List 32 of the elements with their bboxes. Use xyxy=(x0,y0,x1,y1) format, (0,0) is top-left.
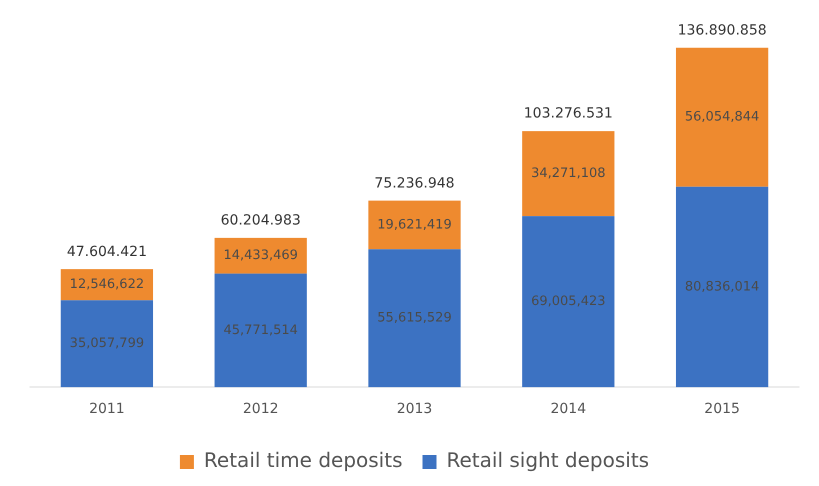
x-tick-label: 2015 xyxy=(704,401,740,418)
bar xyxy=(214,238,307,274)
bar xyxy=(60,300,154,388)
data-label: 45,771,514 xyxy=(223,322,298,338)
total-label: 60.204.983 xyxy=(220,212,301,229)
data-label: 80,836,014 xyxy=(684,279,760,294)
data-label: 69,005,423 xyxy=(531,294,606,310)
bar xyxy=(368,200,461,250)
bar xyxy=(676,186,768,388)
data-label: 14,433,469 xyxy=(223,248,298,264)
legend-label: Retail sight deposits xyxy=(446,448,650,472)
data-label: 35,057,799 xyxy=(70,336,144,352)
data-label: 34,271,108 xyxy=(531,166,606,181)
total-label: 136.890.858 xyxy=(678,22,767,38)
total-label: 47.604.421 xyxy=(66,244,147,260)
x-tick-label: 2013 xyxy=(396,401,432,418)
data-label: 12,546,622 xyxy=(70,277,144,292)
data-label: 55,615,529 xyxy=(377,310,452,326)
data-label: 19,621,419 xyxy=(377,217,452,232)
total-label: 103.276.531 xyxy=(524,106,613,122)
bar xyxy=(214,274,307,388)
data-label: 56,054,844 xyxy=(684,110,760,125)
legend-label: Retail time deposits xyxy=(204,448,403,472)
total-label: 75.236.948 xyxy=(374,175,455,192)
bar xyxy=(676,48,768,187)
bar xyxy=(368,249,461,388)
x-tick-label: 2012 xyxy=(242,401,279,418)
bar xyxy=(522,216,614,388)
bar xyxy=(522,131,614,216)
x-tick-label: 2014 xyxy=(550,401,586,418)
x-tick-label: 2011 xyxy=(89,401,125,418)
bar xyxy=(60,269,154,300)
